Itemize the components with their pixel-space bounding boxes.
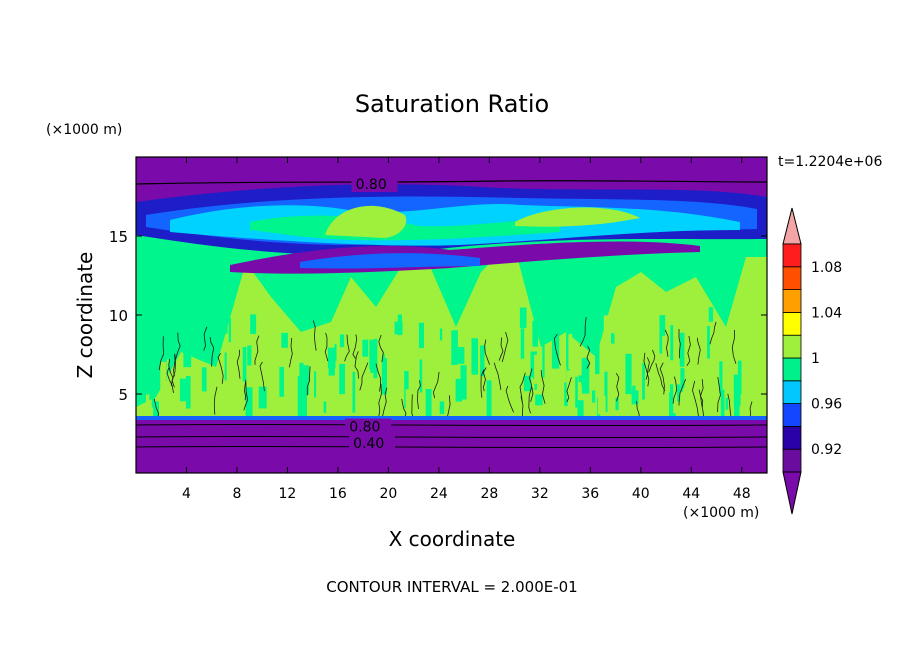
colorbar-label: 0.92: [811, 442, 842, 458]
contour-line: [135, 435, 768, 439]
x-tick-label: 12: [279, 486, 297, 502]
contour-label: 0.40: [353, 436, 384, 452]
x-tick-label: 40: [632, 486, 650, 502]
x-tick-label: 28: [480, 486, 498, 502]
colorbar-swatch: [782, 403, 802, 427]
x-tick-label: 32: [531, 486, 549, 502]
x-tick-label: 20: [379, 486, 397, 502]
lower-dry-layer: [135, 416, 768, 473]
colorbar-label: 0.96: [811, 397, 842, 413]
colorbar-swatch: [782, 243, 802, 268]
green-streaks: [146, 307, 758, 446]
colorbar-over-arrow: [782, 207, 802, 245]
contour-label: 0.80: [349, 420, 380, 436]
y-tick-label: 15: [109, 228, 128, 246]
contour-labels: 0.800.800.40: [345, 176, 398, 452]
saturation-field: [135, 157, 768, 473]
x-axis-unit: (×1000 m): [683, 505, 759, 521]
colorbar-label: 1: [811, 351, 820, 367]
colorbar-swatch: [782, 311, 802, 336]
colorbar-under-arrow: [782, 471, 802, 515]
time-label: t=1.2204e+06: [778, 154, 882, 170]
colorbar-swatch: [782, 334, 802, 359]
colorbar-label: 1.08: [811, 260, 842, 276]
x-tick-label: 48: [733, 486, 751, 502]
x-tick-label: 24: [430, 486, 448, 502]
colorbar-swatch: [782, 289, 802, 313]
upper-cloud-layer: [135, 180, 768, 274]
y-axis-label: Z coordinate: [73, 252, 97, 379]
x-tick-label: 16: [329, 486, 347, 502]
contour-line: [135, 445, 768, 449]
x-tick-label: 36: [581, 486, 599, 502]
contour-line: [135, 180, 768, 185]
contour-label: 0.80: [356, 177, 387, 193]
colorbar: 0.92 0.96 1 1.04 1.08: [782, 207, 842, 515]
y-axis-unit: (×1000 m): [46, 122, 122, 138]
contour-interval-note: CONTOUR INTERVAL = 2.000E-01: [326, 578, 577, 596]
y-tick-label: 5: [118, 386, 128, 404]
chart-title: Saturation Ratio: [355, 90, 549, 118]
colorbar-swatch: [782, 425, 802, 450]
colorbar-swatch: [782, 357, 802, 382]
colorbar-swatch: [782, 448, 802, 473]
colorbar-swatch: [782, 380, 802, 404]
x-tick-label: 4: [182, 486, 191, 502]
x-tick-label: 8: [232, 486, 241, 502]
x-tick-label: 44: [682, 486, 700, 502]
colorbar-label: 1.04: [811, 305, 842, 321]
y-tick-label: 10: [109, 307, 128, 325]
contour-line: [135, 423, 768, 427]
colorbar-swatch: [782, 266, 802, 290]
x-axis-label: X coordinate: [389, 527, 516, 551]
